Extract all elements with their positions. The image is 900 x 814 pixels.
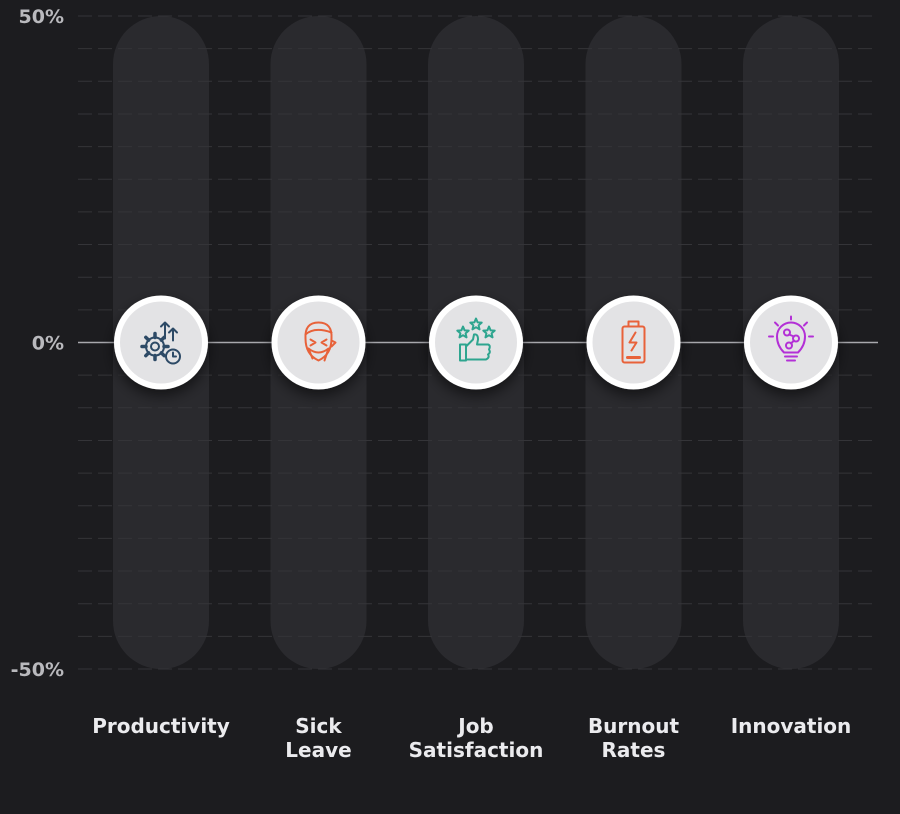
y-axis-ticks: 50% 0% -50% — [11, 6, 64, 681]
low-battery-icon — [621, 320, 646, 364]
category-label-1: Sick Leave — [285, 714, 351, 762]
category-label-0: Productivity — [92, 714, 230, 738]
category-labels: Productivity Sick Leave Job Satisfaction Burn… — [92, 714, 851, 762]
category-label-2: Job Satisfaction — [409, 714, 544, 762]
gridlines — [78, 15, 878, 670]
productivity-gear-clock-icon — [140, 321, 181, 365]
y-tick-label: 50% — [19, 6, 64, 28]
value-marker-2 — [429, 295, 523, 390]
lightbulb-icon — [768, 315, 814, 362]
value-marker-4 — [744, 295, 838, 390]
thumbs-up-stars-icon — [456, 317, 496, 362]
value-markers — [114, 295, 838, 390]
value-marker-1 — [271, 295, 366, 390]
value-marker-0 — [114, 295, 208, 390]
category-label-4: Innovation — [731, 714, 852, 738]
value-marker-3 — [586, 295, 681, 390]
y-tick-label: -50% — [11, 659, 64, 681]
category-label-3: Burnout Rates — [588, 714, 680, 762]
y-tick-label: 0% — [32, 333, 64, 355]
sick-face-icon — [304, 321, 337, 362]
